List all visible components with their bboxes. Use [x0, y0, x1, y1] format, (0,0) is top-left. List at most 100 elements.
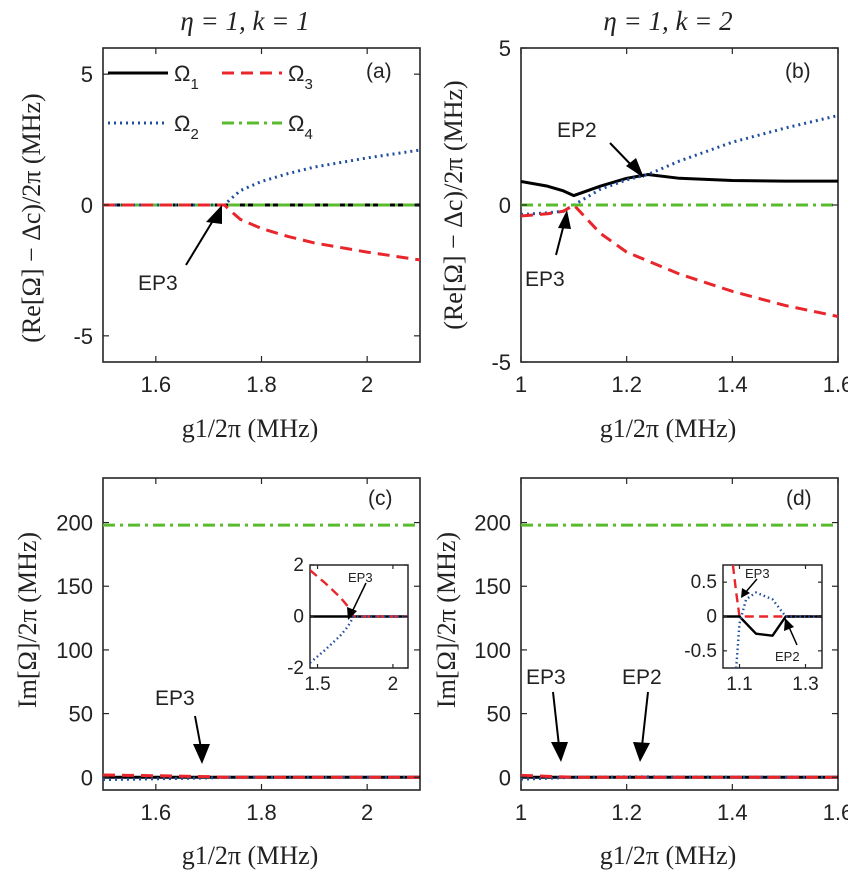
inset-c-ytick-label: -2 [287, 658, 304, 679]
panel-c-xtick-label: 1.8 [246, 800, 277, 825]
panel-a-ytick-label: 0 [81, 193, 93, 218]
title-left: η = 1, k = 1 [180, 6, 309, 36]
xlabel-c: g1/2π (MHz) [182, 841, 319, 870]
arrowhead-b-ep3 [558, 210, 571, 229]
arrow-c-ep3 [194, 715, 202, 749]
panel-c-series-omega2 [103, 775, 420, 782]
inset-c-ytick-label: 2 [293, 555, 304, 576]
arrowhead-c-ep3 [193, 744, 210, 764]
panel-a-xtick-label: 1.6 [141, 372, 172, 397]
arrow-inset-c-ep3 [351, 582, 367, 613]
inset-d-series-group [723, 565, 822, 668]
inset-d: 1.1 1.3 -0.5 0 0.5 [684, 564, 823, 695]
panel-a-series-omega2 [103, 148, 420, 207]
annotations: EP3 EP2 EP3 EP3 EP3 EP2 EP3 EP3 EP2 [138, 119, 800, 764]
panel-b-ytick-label: 0 [499, 193, 511, 218]
panel-c-ytick-label: 0 [81, 765, 93, 790]
panel-c-ytick-label: 200 [56, 511, 93, 536]
arrow-d-ep2 [641, 691, 649, 747]
panel-d-xtick-label: 1.6 [823, 800, 848, 825]
inset-c-xtick-label: 1.5 [304, 674, 330, 695]
inset-d-xtick-label: 1.1 [726, 674, 752, 695]
panel-b-xtick-label: 1.4 [717, 372, 748, 397]
panel-d-xtick-label: 1 [515, 800, 527, 825]
panel-a-ytick-label: -5 [73, 324, 93, 349]
panel-a-xtick-label: 1.8 [246, 372, 277, 397]
arrowhead-a-ep3 [206, 205, 222, 224]
panel-d-ytick-label: 150 [474, 574, 511, 599]
inset-d-ytick-label: 0 [706, 607, 717, 628]
arrow-inset-d-ep3 [744, 578, 758, 594]
panel-b-series-omega2 [521, 114, 838, 216]
inset-c-series-omega2 [310, 615, 408, 664]
annotation-inset-c-ep3: EP3 [348, 570, 373, 585]
panel-b-xtick-label: 1.6 [823, 372, 848, 397]
inset-d-xtick-label: 1.3 [792, 674, 818, 695]
annotation-a-ep3: EP3 [138, 272, 178, 295]
xlabel-a: g1/2π (MHz) [182, 414, 319, 443]
ylabel-a: (Re[Ω] − Δc)/2π (MHz) [17, 93, 46, 342]
arrow-b-ep3 [555, 223, 565, 256]
panel-b-series-omega1 [521, 173, 838, 198]
ylabel-c: Im[Ω]/2π (MHz) [13, 532, 42, 708]
inset-d-ytick-label: -0.5 [684, 641, 717, 662]
inset-c-series-group [310, 569, 408, 664]
panel-a-series-omega3 [103, 203, 420, 262]
inset-d-series-omega2 [735, 591, 822, 668]
panel-d-ytick-label: 0 [499, 765, 511, 790]
arrowhead-inset-c-ep3 [347, 607, 357, 620]
panel-b-xtick-label: 1 [515, 372, 527, 397]
annotation-d-ep2: EP2 [622, 666, 662, 689]
panel-a: 1.6 1.8 2 -5 0 5 [73, 47, 421, 397]
inset-c-xtick-label: 2 [388, 674, 399, 695]
xlabel-d: g1/2π (MHz) [600, 841, 737, 870]
panel-d-series-group [521, 523, 838, 781]
panel-label-b: (b) [785, 60, 811, 83]
panel-c-xtick-label: 2 [361, 800, 373, 825]
panel-label-d: (d) [786, 487, 812, 510]
legend: Ω1 Ω3 Ω2 Ω4 [108, 61, 313, 143]
legend-label-omega1: Ω1 [174, 61, 199, 93]
inset-d-ytick-label: 0.5 [691, 572, 717, 593]
panel-a-xtick-label: 2 [361, 372, 373, 397]
panel-d-ytick-label: 50 [487, 702, 511, 727]
inset-d-series-omega3 [731, 565, 822, 618]
panel-b-ytick-label: -5 [491, 350, 511, 375]
arrow-inset-d-ep2 [788, 626, 798, 646]
panel-b-ytick-label: 5 [499, 36, 511, 61]
panel-b-series-group [521, 114, 838, 318]
legend-label-omega4: Ω4 [288, 111, 313, 143]
title-right: η = 1, k = 2 [603, 6, 732, 36]
legend-label-omega3: Ω3 [288, 61, 313, 93]
panel-b: 1 1.2 1.4 1.6 -5 0 5 [491, 36, 848, 397]
legend-label-omega2: Ω2 [174, 111, 199, 143]
arrow-d-ep3 [552, 691, 560, 747]
panel-c-series-omega3 [103, 773, 420, 779]
panel-d-xtick-label: 1.2 [611, 800, 642, 825]
arrowhead-b-ep2 [626, 158, 644, 178]
panel-d-ytick-label: 100 [474, 638, 511, 663]
panel-c-ytick-label: 150 [56, 574, 93, 599]
panel-c-ytick-label: 100 [56, 638, 93, 663]
arrowhead-d-ep3 [551, 742, 568, 762]
ylabel-b: (Re[Ω] − Δc)/2π (MHz) [439, 80, 468, 329]
panel-c: 1.6 1.8 2 0 50 100 150 200 [56, 477, 421, 825]
panel-c-series-group [103, 523, 420, 782]
arrowhead-inset-d-ep3 [741, 588, 750, 598]
panel-c-xtick-label: 1.6 [141, 800, 172, 825]
panel-a-series-group [103, 148, 420, 262]
panel-b-series-omega3 [521, 203, 838, 318]
panel-label-a: (a) [366, 60, 392, 83]
annotation-b-ep3: EP3 [525, 268, 565, 291]
panel-c-ytick-label: 50 [69, 702, 93, 727]
arrowhead-inset-d-ep2 [784, 618, 794, 631]
xlabel-b: g1/2π (MHz) [600, 414, 737, 443]
panel-d-series-omega3 [521, 773, 838, 779]
panel-a-ytick-label: 5 [81, 62, 93, 87]
annotation-c-ep3: EP3 [155, 687, 195, 710]
inset-c: 1.5 2 -2 0 2 [287, 555, 409, 695]
panel-d-xtick-label: 1.4 [717, 800, 748, 825]
ylabel-d: Im[Ω]/2π (MHz) [432, 532, 461, 708]
